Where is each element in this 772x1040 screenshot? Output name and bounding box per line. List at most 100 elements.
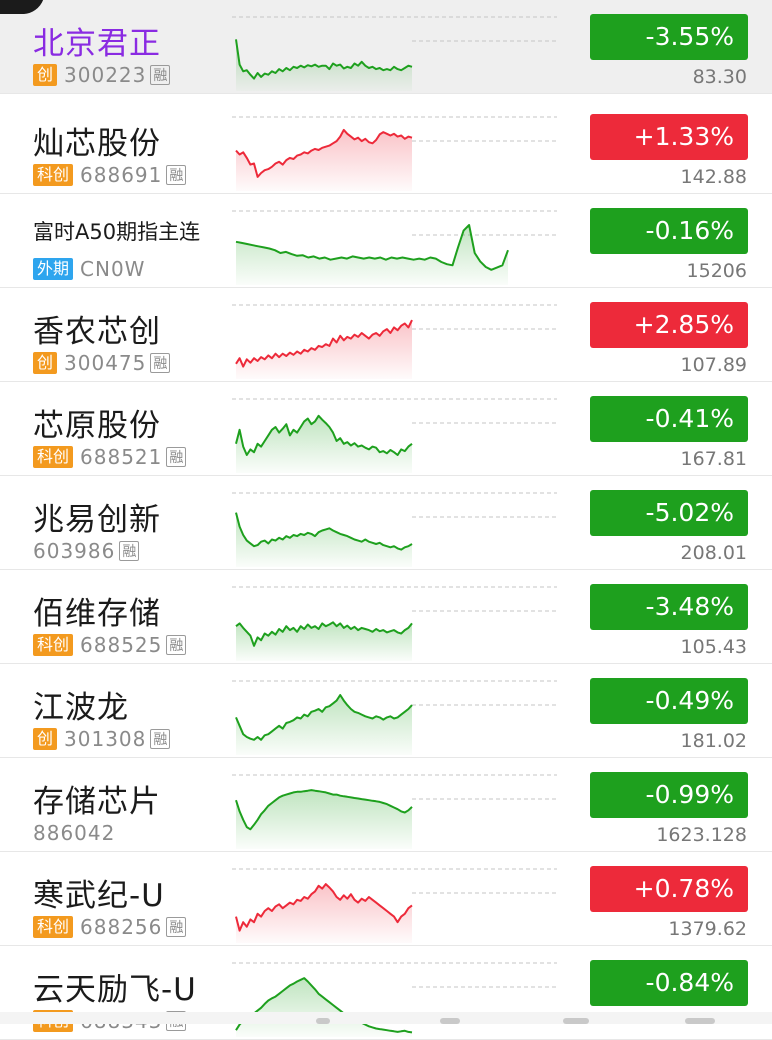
stock-price: 142.88 bbox=[680, 166, 747, 188]
change-percent-badge[interactable]: +1.33% bbox=[590, 114, 748, 160]
sparkline-area bbox=[236, 512, 412, 567]
sparkline-area bbox=[236, 129, 412, 191]
stock-row[interactable]: 兆易创新 603986 融 -5.02% 208.01 bbox=[0, 476, 772, 570]
sparkline-area bbox=[236, 320, 412, 379]
sparkline-area bbox=[236, 695, 412, 755]
stock-subline: 创 300223 融 bbox=[33, 63, 171, 87]
stock-price: 1623.128 bbox=[656, 824, 747, 846]
stock-name: 富时A50期指主连 bbox=[33, 220, 201, 244]
intraday-sparkline bbox=[232, 492, 557, 567]
stock-row[interactable]: 香农芯创创 300475 融 +2.85% 107.89 bbox=[0, 288, 772, 382]
stock-subline: 科创 688691 融 bbox=[33, 163, 187, 187]
sparkline-area bbox=[236, 790, 412, 849]
stock-row[interactable]: 北京君正创 300223 融 -3.55% 83.30 bbox=[0, 0, 772, 94]
sparkline-line bbox=[235, 694, 413, 741]
change-percent-badge[interactable]: +0.78% bbox=[590, 866, 748, 912]
change-percent-badge[interactable]: -0.84% bbox=[590, 960, 748, 1006]
stock-code: 688521 bbox=[80, 445, 163, 469]
intraday-sparkline bbox=[232, 680, 557, 755]
bottom-bar-item-mark[interactable] bbox=[563, 1018, 589, 1024]
stock-name: 兆易创新 bbox=[33, 502, 161, 538]
stock-name: 存储芯片 bbox=[33, 784, 161, 820]
stock-price: 83.30 bbox=[692, 66, 747, 88]
sparkline-line bbox=[235, 224, 509, 271]
intraday-sparkline bbox=[232, 962, 557, 1037]
sparkline-line bbox=[235, 414, 413, 456]
stock-row[interactable]: 芯原股份 科创 688521 融 -0.41% 167.81 bbox=[0, 382, 772, 476]
stock-price: 208.01 bbox=[680, 542, 747, 564]
bottom-bar-item-mark[interactable] bbox=[440, 1018, 460, 1024]
change-percent-badge[interactable]: +2.85% bbox=[590, 302, 748, 348]
stock-subline: 外期 CN0W bbox=[33, 257, 145, 281]
stock-row[interactable]: 江波龙创 301308 融 -0.49% 181.02 bbox=[0, 664, 772, 758]
stock-name: 香农芯创 bbox=[33, 314, 161, 350]
stock-code: CN0W bbox=[80, 257, 146, 281]
change-percent-badge[interactable]: -0.99% bbox=[590, 772, 748, 818]
stock-subline: 创 300475 融 bbox=[33, 351, 171, 375]
stock-subline: 886042 bbox=[33, 821, 115, 845]
stock-price: 1379.62 bbox=[668, 918, 747, 940]
market-tag-badge: 外期 bbox=[33, 258, 74, 280]
stock-subline: 科创 688521 融 bbox=[33, 445, 187, 469]
stock-code: 688256 bbox=[80, 915, 163, 939]
change-percent-badge[interactable]: -3.48% bbox=[590, 584, 748, 630]
margin-trading-badge: 融 bbox=[166, 447, 187, 467]
stock-code: 688525 bbox=[80, 633, 163, 657]
stock-code: 301308 bbox=[64, 727, 147, 751]
stock-name: 灿芯股份 bbox=[33, 126, 161, 162]
intraday-sparkline bbox=[232, 304, 557, 379]
change-percent-badge[interactable]: -0.41% bbox=[590, 396, 748, 442]
sparkline-area bbox=[236, 415, 412, 473]
stock-code: 688691 bbox=[80, 163, 163, 187]
change-percent-badge[interactable]: -3.55% bbox=[590, 14, 748, 60]
sparkline-area bbox=[236, 225, 508, 285]
bottom-bar bbox=[0, 1012, 772, 1024]
stock-name: 北京君正 bbox=[33, 26, 161, 62]
stock-name: 江波龙 bbox=[33, 690, 129, 726]
market-tag-badge: 科创 bbox=[33, 164, 74, 186]
stock-subline: 创 301308 融 bbox=[33, 727, 171, 751]
stock-row[interactable]: 灿芯股份 科创 688691 融 +1.33% 142.88 bbox=[0, 100, 772, 194]
stock-row[interactable]: 佰维存储 科创 688525 融 -3.48% 105.43 bbox=[0, 570, 772, 664]
intraday-sparkline bbox=[232, 398, 557, 473]
change-percent-badge[interactable]: -0.49% bbox=[590, 678, 748, 724]
stock-subline: 603986 融 bbox=[33, 539, 140, 563]
market-tag-badge: 创 bbox=[33, 64, 58, 86]
stock-row[interactable]: 存储芯片 886042 -0.99% 1623.128 bbox=[0, 758, 772, 852]
stock-name: 佰维存储 bbox=[33, 596, 161, 632]
sparkline-line bbox=[235, 512, 413, 551]
stock-subline: 科创 688256 融 bbox=[33, 915, 187, 939]
change-percent-badge[interactable]: -5.02% bbox=[590, 490, 748, 536]
stock-row[interactable]: 寒武纪-U 科创 688256 融 +0.78% 1379.62 bbox=[0, 852, 772, 946]
bottom-bar-item-mark[interactable] bbox=[685, 1018, 715, 1024]
market-tag-badge: 创 bbox=[33, 728, 58, 750]
stock-price: 181.02 bbox=[680, 730, 747, 752]
stock-price: 107.89 bbox=[680, 354, 747, 376]
intraday-sparkline bbox=[232, 116, 557, 191]
intraday-sparkline bbox=[232, 210, 557, 285]
stock-name: 芯原股份 bbox=[33, 408, 161, 444]
stock-price: 167.81 bbox=[680, 448, 747, 470]
margin-trading-badge: 融 bbox=[166, 917, 187, 937]
margin-trading-badge: 融 bbox=[119, 541, 140, 561]
bottom-bar-item-mark[interactable] bbox=[316, 1018, 330, 1024]
change-percent-badge[interactable]: -0.16% bbox=[590, 208, 748, 254]
stock-row[interactable]: 富时A50期指主连 外期 CN0W -0.16% 15206 bbox=[0, 194, 772, 288]
sparkline-area bbox=[236, 39, 412, 91]
stock-code: 300223 bbox=[64, 63, 147, 87]
stock-code: 886042 bbox=[33, 821, 116, 845]
market-tag-badge: 创 bbox=[33, 352, 58, 374]
sparkline-line bbox=[235, 621, 413, 647]
margin-trading-badge: 融 bbox=[150, 65, 171, 85]
intraday-sparkline bbox=[232, 774, 557, 849]
stock-row[interactable]: 云天励飞-U科创688343融-0.84% bbox=[0, 946, 772, 1040]
sparkline-area bbox=[236, 622, 412, 661]
margin-trading-badge: 融 bbox=[166, 635, 187, 655]
stock-code: 300475 bbox=[64, 351, 147, 375]
intraday-sparkline bbox=[232, 16, 557, 91]
stock-code: 603986 bbox=[33, 539, 116, 563]
intraday-sparkline bbox=[232, 586, 557, 661]
stock-price: 15206 bbox=[686, 260, 747, 282]
stock-name: 寒武纪-U bbox=[33, 878, 165, 914]
margin-trading-badge: 融 bbox=[166, 165, 187, 185]
